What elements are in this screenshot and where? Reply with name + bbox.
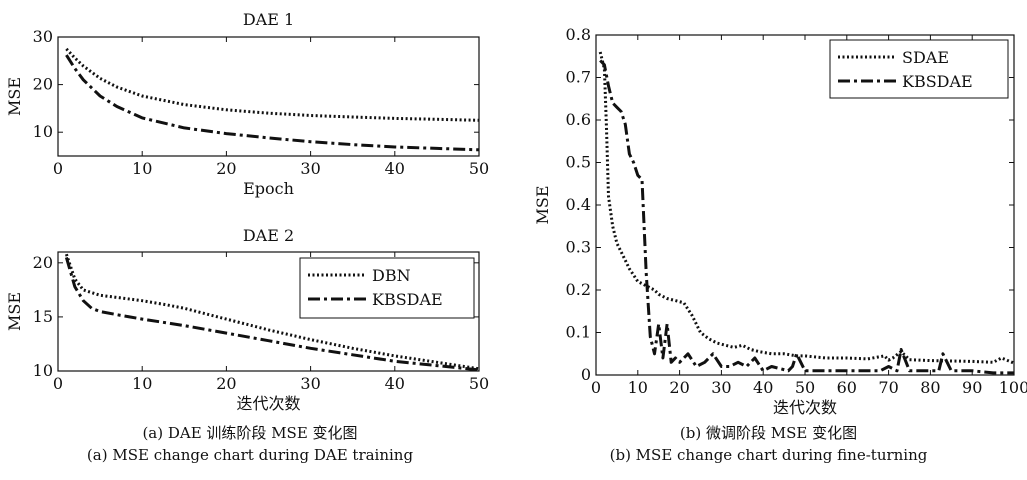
x-tick-label: 20 [216,159,236,178]
y-tick-label: 0.4 [566,195,591,214]
legend-box [299,257,475,319]
legend-label: DBN [372,266,411,285]
legend-label: KBSDAE [902,72,973,91]
series-line-series-2 [65,54,479,152]
series-line-dbn [64,253,479,371]
x-tick-label: 0 [591,378,601,397]
y-axis-label: MSE [5,77,24,116]
x-tick-label: 40 [385,159,405,178]
x-tick-label: 10 [628,378,648,397]
y-tick-label: 30 [33,27,53,46]
x-tick-label: 70 [878,378,898,397]
plot-frame [57,36,480,157]
x-tick-label: 0 [53,374,63,393]
x-axis-label: Epoch [243,179,294,198]
legend-label: KBSDAE [372,290,443,309]
chart-title: DAE 2 [243,226,294,245]
x-tick-label: 20 [669,378,689,397]
y-tick-label: 0.3 [566,238,591,257]
x-tick-label: 30 [300,374,320,393]
x-tick-label: 0 [53,159,63,178]
plot-frame [57,251,480,372]
x-tick-label: 10 [132,159,152,178]
caption-right: (b) 微调阶段 MSE 变化图 (b) MSE change chart du… [510,422,1027,466]
legend-label: SDAE [902,48,949,67]
caption-left-en: (a) MSE change chart during DAE training [86,446,414,464]
legend-box [829,39,1009,99]
x-tick-label: 20 [216,374,236,393]
x-tick-label: 30 [300,159,320,178]
x-axis-label: 迭代次数 [773,398,837,417]
caption-right-cn: (b) 微调阶段 MSE 变化图 [679,424,858,442]
series-line-sdae [598,51,1014,365]
y-tick-label: 20 [33,253,53,272]
y-tick-label: 0.2 [566,280,591,299]
y-axis-label: MSE [533,185,552,224]
x-tick-label: 100 [999,378,1027,397]
y-tick-label: 0.8 [566,25,591,44]
y-tick-label: 15 [33,307,53,326]
y-tick-label: 0.1 [566,323,591,342]
x-tick-label: 10 [132,374,152,393]
y-tick-label: 10 [33,361,53,380]
y-tick-label: 0.7 [566,68,591,87]
chart-title: DAE 1 [243,10,294,29]
x-tick-label: 90 [962,378,982,397]
x-tick-label: 30 [711,378,731,397]
x-tick-label: 60 [837,378,857,397]
series-line-kbsdae [599,59,1014,375]
caption-left-cn: (a) DAE 训练阶段 MSE 变化图 [142,424,358,442]
caption-right-en: (b) MSE change chart during fine-turning [609,446,928,464]
y-axis-label: MSE [5,292,24,331]
x-tick-label: 40 [385,374,405,393]
x-tick-label: 50 [469,374,489,393]
x-tick-label: 50 [795,378,815,397]
series-line-kbsdae [64,256,479,371]
x-tick-label: 40 [753,378,773,397]
x-axis-label: 迭代次数 [236,394,300,413]
caption-left: (a) DAE 训练阶段 MSE 变化图 (a) MSE change char… [0,422,500,466]
x-tick-label: 50 [469,159,489,178]
y-tick-label: 20 [33,75,53,94]
y-tick-label: 0.6 [566,110,591,129]
y-tick-label: 0.5 [566,153,591,172]
x-tick-label: 80 [920,378,940,397]
y-tick-label: 0 [581,365,591,384]
y-tick-label: 10 [33,122,53,141]
series-line-series-1 [65,47,479,122]
